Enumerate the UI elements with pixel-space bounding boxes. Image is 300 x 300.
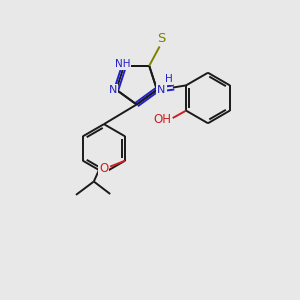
Text: O: O — [99, 162, 108, 175]
Text: OH: OH — [153, 113, 171, 126]
Text: NH: NH — [115, 59, 130, 69]
Text: H: H — [165, 74, 172, 84]
Text: N: N — [109, 85, 118, 95]
Text: S: S — [157, 32, 165, 45]
Text: N: N — [157, 85, 166, 95]
